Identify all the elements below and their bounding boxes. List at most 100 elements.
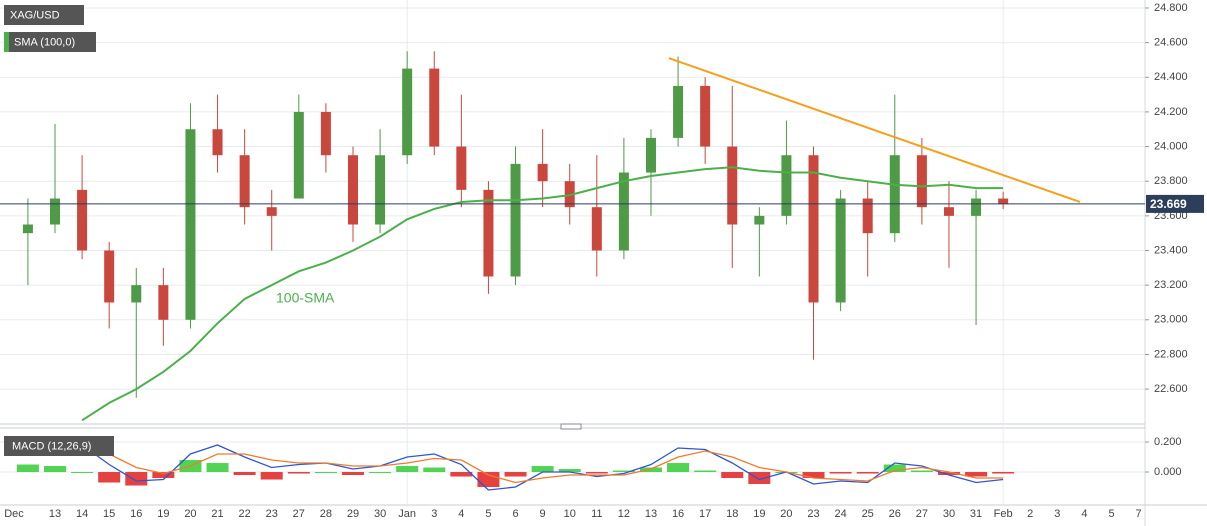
x-tick-label: 16: [672, 508, 684, 520]
y-tick-label: 24.400: [1154, 71, 1188, 83]
macd-line: [27, 444, 1004, 484]
x-tick-label: 20: [780, 508, 792, 520]
candle-body: [212, 129, 223, 156]
x-tick-label: 27: [916, 508, 928, 520]
macd-histogram-bar: [910, 470, 933, 473]
x-tick-label: 5: [485, 508, 491, 520]
y-tick-label: 23.000: [1154, 314, 1188, 326]
last-price-label: 23.669: [1150, 197, 1187, 211]
y-tick-label: 0.200: [1154, 436, 1182, 448]
trendline: [668, 57, 1081, 203]
macd-histogram-bar: [694, 470, 717, 473]
macd-histogram-bar: [396, 466, 419, 473]
candle-body: [645, 137, 656, 173]
candle-body: [537, 163, 548, 182]
y-tick-label: 23.400: [1154, 244, 1188, 256]
candle-body: [781, 155, 792, 216]
candle-body: [22, 224, 33, 234]
x-tick-label: 27: [293, 508, 305, 520]
macd-histogram-bar: [16, 464, 39, 473]
candle-body: [77, 189, 88, 251]
candle-body: [971, 198, 982, 216]
x-tick-label: 24: [834, 508, 846, 520]
x-tick-label: 18: [726, 508, 738, 520]
y-tick-label: 24.200: [1154, 106, 1188, 118]
candle-body: [185, 129, 196, 320]
candle-body: [375, 155, 386, 225]
candle-body: [943, 207, 954, 216]
candle-body: [104, 250, 115, 303]
y-tick-label: 22.600: [1154, 383, 1188, 395]
legend-label: SMA (100,0): [14, 36, 75, 48]
legend-swatch: [4, 32, 9, 52]
y-tick-label: 24.000: [1154, 140, 1188, 152]
legend-box: [4, 5, 84, 25]
x-tick-label: 28: [320, 508, 332, 520]
sma-line: [81, 166, 1004, 422]
macd-histogram-bar: [423, 467, 446, 473]
candle-body: [483, 189, 494, 277]
macd-histogram-bar: [721, 472, 744, 479]
last-price-box: [1146, 194, 1204, 213]
candle-body: [754, 215, 765, 225]
plot: [0, 51, 1145, 491]
x-tick-label: 14: [76, 508, 88, 520]
x-tick-label: 11: [591, 508, 602, 520]
x-tick-label: 7: [1136, 508, 1142, 520]
macd-histogram-bar: [829, 472, 852, 474]
x-tick-label: 31: [970, 508, 982, 520]
candle-body: [429, 68, 440, 147]
x-tick-label: 22: [239, 508, 251, 520]
macd-histogram-bar: [667, 463, 690, 473]
x-tick-label: 26: [889, 508, 901, 520]
macd-histogram-bar: [233, 472, 256, 476]
macd-histogram-bar: [341, 472, 364, 476]
x-tick-label: 13: [645, 508, 657, 520]
macd-histogram-bar: [477, 472, 500, 488]
macd-histogram-bar: [44, 466, 66, 473]
candle-body: [618, 172, 629, 251]
candle-body: [862, 198, 873, 234]
legend-label: MACD (12,26,9): [12, 440, 91, 452]
y-tick-label: 24.800: [1154, 2, 1188, 14]
macd-histogram-bar: [98, 472, 121, 483]
macd-histogram-bar: [125, 472, 148, 486]
x-tick-label: 12: [618, 508, 630, 520]
candle-body: [591, 207, 602, 251]
candle-body: [347, 155, 358, 225]
y-tick-label: 0.000: [1154, 466, 1182, 478]
legend-label: XAG/USD: [10, 9, 60, 21]
candle-body: [239, 155, 250, 208]
macd-line: [27, 438, 1004, 491]
x-tick-label: Jan: [398, 508, 416, 520]
panel-handle[interactable]: [560, 423, 582, 430]
candle-body: [131, 285, 142, 303]
macd-histogram-bar: [883, 464, 906, 473]
x-tick-label: 5: [1108, 508, 1114, 520]
candle-body: [402, 68, 413, 156]
macd-histogram-bar: [748, 472, 771, 485]
candle-body: [293, 111, 304, 199]
macd-histogram-bar: [287, 472, 310, 474]
x-tick-label: 10: [564, 508, 576, 520]
x-tick-label: Dec: [4, 508, 24, 520]
macd-histogram-bar: [992, 472, 1015, 474]
macd-histogram-bar: [71, 472, 94, 474]
candle-body: [673, 85, 684, 138]
candle-body: [916, 155, 927, 208]
candle-body: [456, 146, 467, 190]
y-tick-label: 23.200: [1154, 279, 1188, 291]
x-tick-label: 30: [943, 508, 955, 520]
x-tick-label: 19: [753, 508, 765, 520]
macd-histogram-bar: [937, 472, 960, 476]
y-tick-label: 24.600: [1154, 37, 1188, 49]
macd-histogram-bar: [558, 469, 581, 473]
y-tick-label: 23.800: [1154, 175, 1188, 187]
x-tick-label: 21: [211, 508, 223, 520]
macd-histogram-bar: [639, 467, 662, 473]
candle-body: [50, 198, 60, 225]
candle-body: [700, 85, 711, 147]
